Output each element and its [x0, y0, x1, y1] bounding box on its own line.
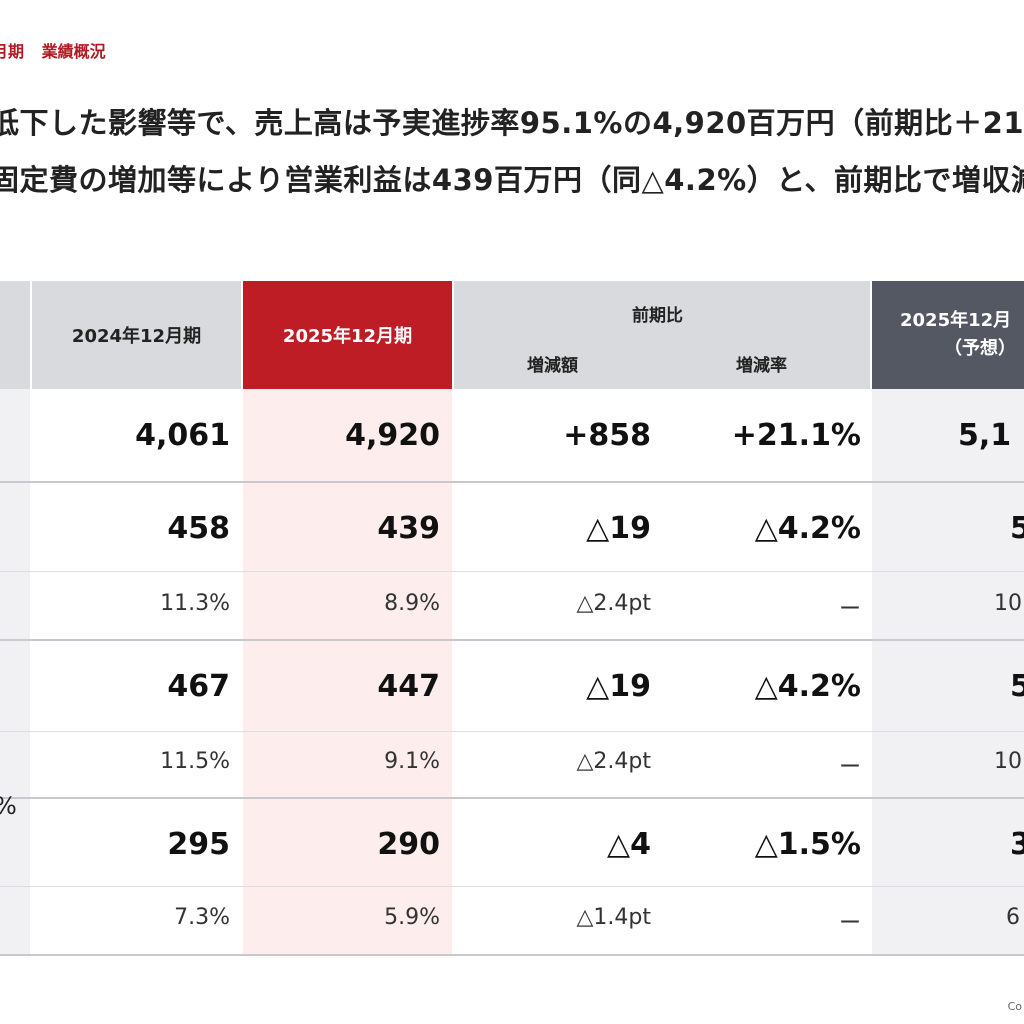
row-divider	[0, 481, 1024, 483]
sales-diff: +858	[563, 418, 651, 453]
header-current-period: 2025年12月期	[243, 281, 452, 389]
ord-margin-rate: ー	[838, 755, 861, 780]
label-column-band	[0, 389, 30, 956]
net-profit-forecast: 3	[1010, 827, 1024, 862]
op-profit-curr: 439	[377, 511, 440, 546]
op-margin-prev: 11.3%	[160, 591, 230, 616]
op-margin-rate: ー	[838, 597, 861, 622]
row-divider	[0, 954, 1024, 956]
lead-text-line-2: 固定費の増加等により営業利益は439百万円（同△4.2%）と、前期比で増収減益	[0, 163, 1024, 197]
header-diff: 増減額	[527, 356, 578, 376]
row-divider	[0, 639, 1024, 641]
op-margin-diff: △2.4pt	[576, 591, 652, 616]
header-forecast-line1: 2025年12月	[900, 310, 1012, 331]
net-margin-forecast: 6	[1006, 905, 1020, 930]
left-label-fragment: %	[0, 792, 17, 820]
sales-rate: +21.1%	[731, 418, 861, 453]
ord-margin-prev: 11.5%	[160, 749, 230, 774]
sales-forecast: 5,1	[958, 418, 1012, 453]
ord-profit-curr: 447	[377, 669, 440, 704]
ord-profit-diff: △19	[586, 669, 651, 704]
forecast-band	[872, 389, 1024, 956]
footer-copyright: Co	[1007, 1000, 1022, 1013]
row-divider	[0, 571, 1024, 572]
header-rate: 増減率	[736, 356, 787, 376]
op-profit-forecast: 5	[1010, 511, 1024, 546]
sales-curr: 4,920	[345, 418, 440, 453]
op-margin-forecast: 10	[994, 591, 1022, 616]
header-forecast-line2: （予想）	[944, 338, 1016, 359]
current-period-band	[243, 389, 452, 956]
header-comparison: 前期比	[632, 306, 683, 326]
net-profit-rate: △1.5%	[754, 827, 861, 862]
header-comparison-group	[454, 281, 870, 389]
header-forecast: 2025年12月 （予想）	[872, 281, 1024, 389]
net-margin-curr: 5.9%	[384, 905, 440, 930]
op-profit-diff: △19	[586, 511, 651, 546]
header-prev-period: 2024年12月期	[32, 281, 241, 389]
net-margin-rate: ー	[838, 911, 861, 936]
op-profit-rate: △4.2%	[754, 511, 861, 546]
net-margin-prev: 7.3%	[174, 905, 230, 930]
net-margin-diff: △1.4pt	[576, 905, 652, 930]
ord-margin-curr: 9.1%	[384, 749, 440, 774]
ord-margin-forecast: 10	[994, 749, 1022, 774]
op-margin-curr: 8.9%	[384, 591, 440, 616]
row-divider	[0, 797, 1024, 799]
net-profit-diff: △4	[607, 827, 651, 862]
net-profit-prev: 295	[167, 827, 230, 862]
ord-profit-forecast: 5	[1010, 669, 1024, 704]
ord-margin-diff: △2.4pt	[576, 749, 652, 774]
header-label-column	[0, 281, 30, 389]
op-profit-prev: 458	[167, 511, 230, 546]
breadcrumb-period: 月期	[0, 42, 25, 61]
ord-profit-prev: 467	[167, 669, 230, 704]
lead-text-line-1: 低下した影響等で、売上高は予実進捗率95.1%の4,920百万円（前期比＋21.	[0, 106, 1024, 140]
row-divider	[0, 886, 1024, 887]
net-profit-curr: 290	[377, 827, 440, 862]
ord-profit-rate: △4.2%	[754, 669, 861, 704]
breadcrumb: 月期 業績概況	[0, 38, 106, 62]
breadcrumb-section: 業績概況	[41, 42, 106, 61]
sales-prev: 4,061	[135, 418, 230, 453]
row-divider	[0, 731, 1024, 732]
